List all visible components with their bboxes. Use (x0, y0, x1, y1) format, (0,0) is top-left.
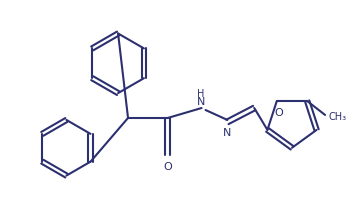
Text: N: N (223, 128, 232, 138)
Text: O: O (164, 162, 172, 172)
Text: CH₃: CH₃ (328, 112, 346, 122)
Text: H: H (197, 89, 204, 99)
Text: N: N (197, 97, 205, 107)
Text: O: O (274, 108, 283, 118)
